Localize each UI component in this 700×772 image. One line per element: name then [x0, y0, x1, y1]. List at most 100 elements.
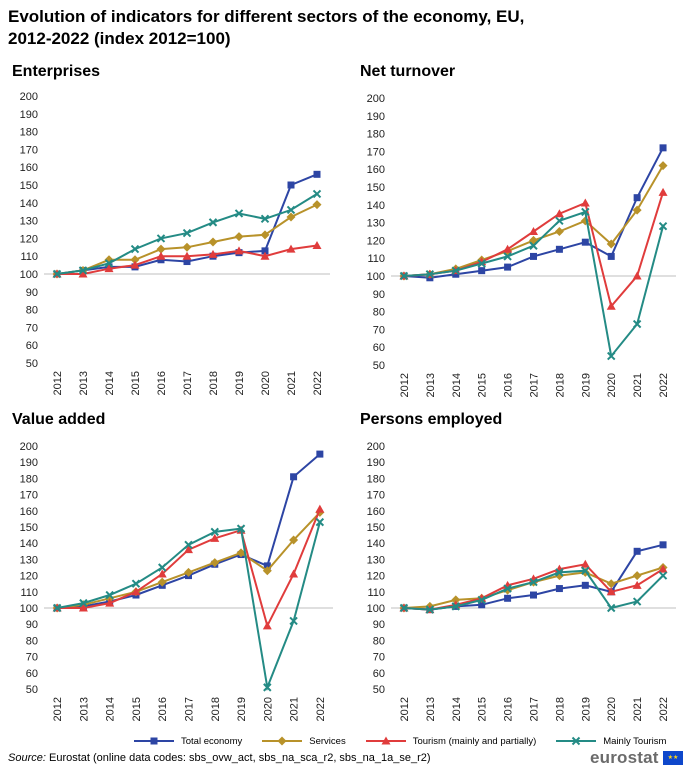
data-point [632, 319, 642, 329]
data-point [156, 251, 166, 260]
legend-marker [150, 737, 158, 745]
data-point [503, 252, 512, 261]
data-point [313, 170, 321, 178]
data-point [156, 234, 166, 243]
legend-item-total-economy[interactable]: Total economy [132, 735, 242, 747]
panel-title-net-turnover: Net turnover [360, 63, 456, 80]
y-tick-label: 120 [20, 233, 38, 245]
x-tick-label: 2014 [451, 697, 463, 721]
legend-item-tourism[interactable]: Tourism (mainly and partially) [364, 735, 536, 747]
panel-title-persons-employed: Persons employed [360, 411, 503, 428]
series-mainly-tourism [52, 517, 325, 692]
x-tick-label: 2017 [529, 697, 541, 721]
data-point [633, 194, 641, 202]
data-point [555, 568, 564, 577]
x-tick-label: 2015 [130, 371, 142, 395]
data-point [659, 144, 667, 152]
source-label: Source: [8, 752, 46, 764]
data-point [183, 258, 191, 266]
y-tick-label: 160 [367, 164, 385, 176]
data-point [208, 237, 218, 247]
data-point [105, 598, 115, 607]
data-point [182, 251, 192, 260]
data-point [234, 209, 244, 218]
data-point [157, 577, 167, 587]
y-tick-label: 50 [373, 684, 385, 696]
x-tick-label: 2018 [210, 697, 222, 721]
y-tick-label: 170 [20, 144, 38, 156]
data-point [607, 252, 615, 260]
x-tick-label: 2019 [236, 697, 248, 721]
data-point [210, 533, 220, 542]
y-tick-label: 110 [20, 251, 38, 263]
y-tick-label: 130 [20, 216, 38, 228]
data-point [451, 595, 461, 605]
y-tick-label: 90 [26, 619, 38, 631]
legend-marker [381, 736, 391, 745]
data-point [315, 517, 325, 527]
data-point [555, 585, 563, 593]
legend-swatch-total-economy [134, 737, 174, 745]
x-tick-label: 2017 [182, 371, 194, 395]
data-point [290, 473, 298, 481]
data-point [478, 601, 486, 609]
x-tick-label: 2022 [315, 697, 327, 721]
data-point [504, 263, 512, 271]
y-tick-label: 190 [20, 457, 38, 469]
data-point [184, 540, 193, 550]
data-point [262, 566, 272, 576]
data-point [555, 216, 564, 226]
legend-swatch-mainly-tourism [556, 736, 597, 746]
data-point [581, 566, 590, 575]
chart-enterprises: 50 60 70 80 90 100 110 120 130 140 150 160 170 180 190… [20, 91, 330, 395]
data-point [263, 562, 271, 570]
y-tick-label: 60 [26, 668, 38, 680]
y-tick-label: 100 [367, 603, 385, 615]
series-tourism-mainly-and-partially [399, 187, 668, 310]
data-point [184, 567, 193, 577]
data-point [289, 535, 299, 545]
eurostat-logo[interactable]: eurostat ★★ [590, 748, 683, 768]
data-point [286, 244, 296, 253]
x-tick-label: 2013 [425, 697, 437, 721]
data-point [260, 230, 270, 240]
y-tick-label: 170 [20, 490, 38, 502]
y-tick-label: 110 [367, 587, 385, 599]
data-point [399, 271, 409, 281]
x-tick-label: 2021 [632, 373, 644, 397]
legend-swatch-services [262, 736, 303, 746]
series-tourism-mainly-and-partially [52, 504, 325, 630]
x-tick-label: 2021 [289, 697, 301, 721]
x-tick-label: 2022 [658, 373, 670, 397]
data-point [287, 181, 295, 189]
data-point [530, 591, 537, 599]
y-tick-label: 80 [373, 635, 385, 647]
x-tick-label: 2022 [658, 697, 670, 721]
data-point [606, 587, 616, 596]
data-point [78, 266, 88, 275]
data-point [289, 616, 298, 626]
data-point [286, 212, 296, 222]
legend-item-mainly-tourism[interactable]: Mainly Tourism [554, 735, 666, 747]
data-point [658, 221, 668, 231]
y-tick-label: 80 [373, 307, 385, 319]
x-tick-label: 2013 [78, 371, 90, 395]
data-point [658, 564, 668, 573]
y-tick-label: 150 [20, 522, 38, 534]
data-point [399, 603, 409, 613]
y-tick-label: 140 [20, 538, 38, 550]
data-point [530, 252, 537, 260]
data-point [156, 244, 166, 254]
data-point [580, 198, 590, 207]
y-tick-label: 60 [373, 668, 385, 680]
data-point [477, 595, 486, 605]
x-tick-label: 2020 [606, 697, 618, 721]
series-mainly-tourism [52, 189, 322, 279]
y-tick-label: 70 [373, 652, 385, 664]
y-tick-label: 200 [20, 91, 38, 103]
data-point [131, 587, 141, 596]
data-point [581, 238, 589, 246]
data-point [555, 245, 563, 253]
data-point [210, 558, 220, 568]
legend-item-services[interactable]: Services [260, 735, 346, 747]
